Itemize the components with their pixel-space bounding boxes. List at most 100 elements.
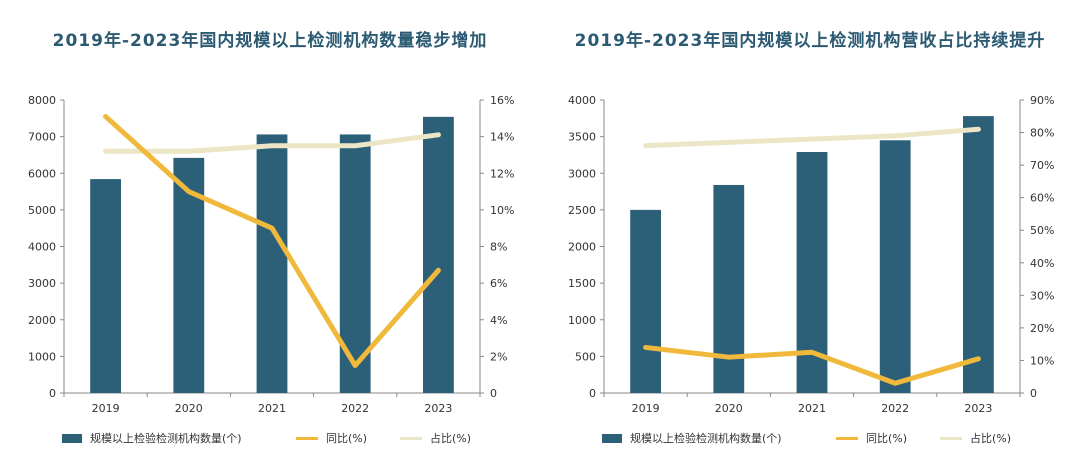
- y-tick-label-left: 0: [589, 387, 596, 400]
- legend-swatch-bar: [602, 433, 622, 443]
- share-line-point: [976, 127, 980, 131]
- y-tick-label-right: 12%: [490, 167, 514, 180]
- y-tick-label-left: 3000: [568, 167, 596, 180]
- y-tick-label-right: 10%: [490, 204, 514, 217]
- chart-plot-right: 0 500 1000 1500 2000 2500 3000 3500 4000 0 10% 20% 3…: [568, 94, 1054, 415]
- share-line-point: [644, 144, 648, 148]
- y-tick-label-left: 2500: [568, 204, 596, 217]
- share-line-point: [104, 149, 108, 153]
- legend-swatch-share: [400, 436, 422, 440]
- share-line-point: [436, 133, 440, 137]
- y-tick-label-right: 50%: [1030, 224, 1054, 237]
- bar: [630, 209, 661, 393]
- x-tick-label: 2023: [424, 402, 452, 415]
- y-tick-label-left: 7000: [28, 131, 56, 144]
- y-tick-label-right: 90%: [1030, 94, 1054, 107]
- y-tick-label-right: 40%: [1030, 257, 1054, 270]
- yoy-line-point: [436, 268, 440, 272]
- yoy-line-point: [644, 345, 648, 349]
- legend-item-yoy: 同比(%): [296, 430, 367, 446]
- y-tick-label-right: 0: [490, 387, 497, 400]
- legend-swatch-share: [940, 436, 962, 440]
- bar: [879, 140, 911, 393]
- yoy-line-point: [893, 381, 897, 385]
- bar: [90, 179, 121, 393]
- y-tick-label-right: 60%: [1030, 192, 1054, 205]
- x-tick-label: 2019: [92, 402, 120, 415]
- y-tick-label-left: 8000: [28, 94, 56, 107]
- legend-left: 规模以上检验检测机构数量(个) 同比(%) 占比(%): [0, 430, 540, 450]
- legend-label-share: 占比(%): [430, 432, 472, 445]
- legend-label-bar: 规模以上检验检测机构数量(个): [90, 432, 242, 445]
- share-line-point: [893, 134, 897, 138]
- yoy-line-point: [104, 114, 108, 118]
- share-line-point: [187, 149, 191, 153]
- legend-swatch-yoy: [296, 436, 318, 440]
- chart-panel-left: 2019年-2023年国内规模以上检测机构数量稳步增加 0 1000 2000 300…: [0, 31, 540, 450]
- y-tick-label-right: 8%: [490, 241, 507, 254]
- yoy-line-point: [810, 350, 814, 354]
- y-tick-label-left: 3500: [568, 131, 596, 144]
- x-tick-label: 2022: [881, 402, 909, 415]
- x-tick-label: 2021: [798, 402, 826, 415]
- y-tick-label-right: 4%: [490, 314, 507, 327]
- legend-item-yoy: 同比(%): [836, 430, 907, 446]
- legend-label-share: 占比(%): [970, 432, 1012, 445]
- x-tick-label: 2022: [341, 402, 369, 415]
- share-line-point: [270, 144, 274, 148]
- y-tick-label-left: 1500: [568, 277, 596, 290]
- y-tick-label-right: 70%: [1030, 159, 1054, 172]
- y-tick-label-left: 5000: [28, 204, 56, 217]
- legend-item-share: 占比(%): [940, 430, 1011, 446]
- y-tick-label-left: 3000: [28, 277, 56, 290]
- legend-label-yoy: 同比(%): [866, 432, 908, 445]
- share-line-point: [810, 137, 814, 141]
- yoy-line-point: [187, 190, 191, 194]
- chart-title-left: 2019年-2023年国内规模以上检测机构数量稳步增加: [52, 31, 488, 51]
- y-tick-label-left: 4000: [568, 94, 596, 107]
- yoy-line-point: [976, 357, 980, 361]
- chart-title-right: 2019年-2023年国内规模以上检测机构营收占比持续提升: [574, 31, 1046, 51]
- y-tick-label-right: 6%: [490, 277, 507, 290]
- yoy-line-point: [353, 364, 357, 368]
- x-tick-label: 2023: [964, 402, 992, 415]
- legend-swatch-yoy: [836, 436, 858, 440]
- legend-item-bar: 规模以上检验检测机构数量(个): [62, 430, 242, 446]
- y-tick-label-right: 0: [1030, 387, 1037, 400]
- legend-label-yoy: 同比(%): [326, 432, 368, 445]
- bar: [713, 184, 745, 393]
- x-tick-label: 2020: [175, 402, 203, 415]
- x-tick-label: 2019: [632, 402, 660, 415]
- chart-plot-left: 0 1000 2000 3000 4000 5000 6000 7000 8000 0 2% 4% 6%…: [28, 94, 514, 415]
- y-tick-label-right: 30%: [1030, 289, 1054, 302]
- y-tick-label-left: 2000: [568, 241, 596, 254]
- share-line-point: [727, 140, 731, 144]
- bar: [423, 116, 454, 393]
- legend-item-share: 占比(%): [400, 430, 471, 446]
- chart-panel-right: 2019年-2023年国内规模以上检测机构营收占比持续提升 0 500 1000 15…: [540, 0, 1080, 469]
- share-line: [643, 126, 981, 149]
- share-line-point: [353, 144, 357, 148]
- bar: [963, 116, 994, 394]
- y-tick-label-right: 10%: [1030, 354, 1054, 367]
- y-tick-label-right: 2%: [490, 350, 507, 363]
- x-tick-label: 2020: [715, 402, 743, 415]
- y-tick-label-left: 1000: [28, 350, 56, 363]
- y-tick-label-right: 14%: [490, 131, 514, 144]
- y-tick-label-left: 4000: [28, 241, 56, 254]
- legend-right: 规模以上检验检测机构数量(个) 同比(%) 占比(%): [540, 430, 1080, 450]
- y-tick-label-right: 80%: [1030, 127, 1054, 140]
- legend-swatch-bar: [62, 433, 82, 443]
- y-tick-label-left: 1000: [568, 314, 596, 327]
- bar: [256, 134, 288, 394]
- y-tick-label-right: 20%: [1030, 322, 1054, 335]
- legend-label-bar: 规模以上检验检测机构数量(个): [630, 432, 782, 445]
- legend-item-bar: 规模以上检验检测机构数量(个): [602, 430, 782, 446]
- yoy-line-point: [727, 355, 731, 359]
- y-tick-label-left: 0: [49, 387, 56, 400]
- y-tick-label-right: 16%: [490, 94, 514, 107]
- y-tick-label-left: 6000: [28, 167, 56, 180]
- y-tick-label-left: 500: [575, 350, 596, 363]
- yoy-line-point: [270, 226, 274, 230]
- x-tick-label: 2021: [258, 402, 286, 415]
